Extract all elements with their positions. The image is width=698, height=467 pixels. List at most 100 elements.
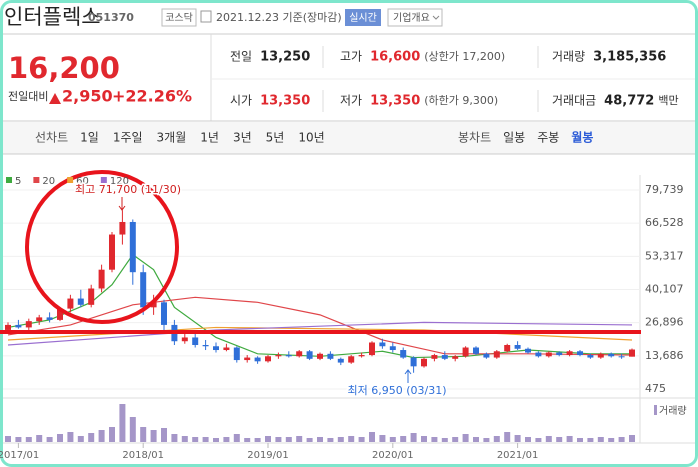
volume-bar [181,436,188,442]
dropdown-arrow [432,15,440,20]
volume-bar [171,434,178,442]
legend-swatch [67,177,74,183]
candle-body [389,346,396,351]
volume-bar [348,436,355,442]
candle-body [535,352,542,357]
candle-body [150,302,157,308]
overview[interactable]: 기업개요 [393,11,430,24]
realtime[interactable]: 실시간 [349,12,377,24]
tab[interactable]: 3년 [233,131,252,145]
volume-bar [254,438,261,442]
candle-body [15,324,22,328]
change-label: 전일대비 [8,89,48,103]
candle-body [109,234,115,270]
tab[interactable]: 주봉 [537,131,559,145]
realtime-badge[interactable] [345,9,381,26]
field-label: 시가 [230,94,252,108]
y-tick-label: 40,107 [645,283,684,296]
volume-bar [545,436,552,442]
candle-body [233,347,240,361]
tab[interactable]: 일봉 [503,131,525,145]
candle-body [473,347,479,354]
candle-body [410,357,417,367]
field-label: 고가 [340,50,362,64]
tab[interactable]: 월봉 [571,130,593,145]
candle-body [296,351,303,357]
y-tick-label: 66,528 [645,216,684,229]
volume-bar [525,437,531,442]
field-label: 전일 [230,50,252,64]
volume-bar [15,437,22,442]
volume-bar [629,435,635,442]
candle-body [275,355,282,357]
field-value: 3,185,356 [593,50,666,65]
volume-bar [233,434,240,442]
tab[interactable]: 1일 [80,131,99,145]
volume-bar [109,427,115,442]
volume-bar [202,437,209,442]
candle-body [525,348,531,353]
tab[interactable]: 1년 [200,131,219,145]
legend-label: 60 [76,176,89,187]
market-badge [161,8,197,27]
candle-body [493,351,500,358]
volume-bar [150,430,157,442]
volume-bar [285,437,292,442]
candle-body [88,288,95,305]
candle-body [483,353,490,358]
candle-body [337,358,344,363]
y-tick-label: 53,317 [645,249,684,262]
candle-body [57,308,63,320]
tab[interactable]: 1주일 [113,131,143,145]
tab[interactable]: 5년 [266,131,285,145]
candle-body [358,355,365,357]
candle-body [379,342,386,347]
candle-body [462,347,469,357]
candle-body [244,357,251,361]
volume-bar [327,438,334,442]
tab[interactable]: 3개월 [157,131,187,145]
volume-bar [473,437,479,442]
volume-bar [618,437,625,442]
volume-bar [493,436,500,442]
x-tick-label: 2020/01 [372,450,414,461]
ma-line [7,321,633,346]
y-tick-label: 475 [645,382,666,395]
volume-bar [265,436,271,442]
candle-body [98,269,105,289]
volume-bar [192,437,199,442]
field-value: 48,772 [604,94,654,109]
volume-bar [566,436,573,442]
candle-body [556,352,563,356]
volume-bar [244,438,251,442]
candle-body [5,324,11,330]
x-tick-label: 2021/01 [497,450,539,461]
candle-body [129,221,136,273]
volume-bar [275,437,282,442]
y-tick-label: 26,896 [645,316,684,329]
change: 2,950 [62,87,113,106]
volume-bar [587,438,594,442]
volume-bar [389,437,396,442]
volume-bar [5,436,11,442]
candle-body [400,350,407,358]
volume-bar [441,438,448,442]
candle-body [265,356,271,362]
candle-body [161,302,167,325]
legend-label: 5 [15,176,21,187]
legend-swatch [33,177,40,183]
overview-button[interactable] [387,8,443,27]
volume-bar [140,427,147,442]
market: 코스닥 [165,12,193,24]
field-value: 16,600 [370,50,420,65]
tab[interactable]: 10년 [298,131,324,145]
volume-bar [452,437,459,442]
volume-bar [483,438,490,442]
date: 2021.12.23 기준(장마감) [216,11,342,24]
y-tick-label: 79,739 [645,183,684,196]
field-label: 거래량 [552,50,585,64]
volume-bar [317,437,323,442]
annotation-arrow [404,369,412,383]
